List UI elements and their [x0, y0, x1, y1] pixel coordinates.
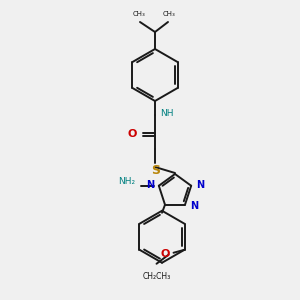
Text: CH₃: CH₃: [133, 11, 146, 17]
Text: NH₂: NH₂: [118, 177, 135, 186]
Text: N: N: [196, 180, 204, 190]
Text: O: O: [160, 249, 170, 259]
Text: CH₂CH₃: CH₂CH₃: [142, 272, 171, 281]
Text: S: S: [152, 164, 160, 177]
Text: N: N: [146, 180, 154, 190]
Text: O: O: [128, 129, 137, 139]
Text: CH₃: CH₃: [163, 11, 176, 17]
Text: N: N: [190, 201, 198, 211]
Text: NH: NH: [160, 110, 173, 118]
